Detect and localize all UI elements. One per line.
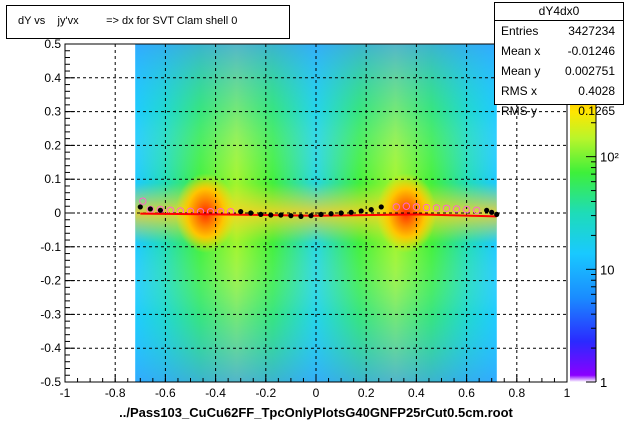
stats-value: 0.4028	[578, 84, 615, 98]
profile-markers	[137, 197, 500, 219]
black-profile-point	[298, 213, 304, 219]
pink-profile-point	[402, 202, 411, 210]
y-tick-label: 0.1	[44, 172, 61, 186]
black-profile-point	[348, 209, 354, 215]
z-tick-label: 10²	[600, 150, 619, 165]
pink-profile-point	[462, 205, 471, 214]
pink-profile-point	[442, 204, 451, 212]
stats-row: Mean y 0.002751	[495, 61, 623, 81]
x-tick-label: -1	[60, 386, 71, 400]
black-profile-point	[157, 207, 163, 213]
x-tick-label: 0.4	[408, 386, 425, 400]
black-profile-point	[147, 206, 153, 212]
stats-value: 3427234	[568, 24, 615, 38]
pink-profile-point	[139, 197, 147, 205]
z-tick-label: 1	[600, 375, 607, 390]
black-profile-point	[489, 209, 495, 215]
plot-title: dY vs jy'vx => dx for SVT Clam shell 0	[18, 15, 238, 27]
y-tick-label: 0.2	[44, 138, 61, 152]
x-tick-label: -0.6	[155, 386, 176, 400]
pink-profile-point	[432, 204, 441, 212]
x-tick-label: 0	[313, 386, 320, 400]
stats-key: RMS y	[501, 104, 537, 118]
title-box: dY vs jy'vx => dx for SVT Clam shell 0	[6, 5, 290, 39]
y-tick-label: 0.5	[44, 37, 61, 51]
black-profile-point	[258, 211, 264, 217]
black-profile-point	[378, 204, 384, 210]
black-profile-point	[318, 211, 324, 217]
y-axis: -0.5 -0.4 -0.3 -0.2 -0.1 0 0.1 0.2 0.3 0.4 0.5	[40, 37, 75, 389]
x-tick-label: 1	[564, 386, 571, 400]
black-profile-point	[484, 207, 490, 213]
y-tick-label: -0.1	[40, 240, 61, 254]
stats-row: Mean x -0.01246	[495, 41, 623, 61]
x-tick-label: 0.6	[458, 386, 475, 400]
stats-key: RMS x	[501, 84, 537, 98]
x-axis: -1 -0.8 -0.6 -0.4 -0.2 0 0.2 0.4 0.6 0.8 1	[60, 374, 571, 400]
y-tick-label: -0.3	[40, 307, 61, 321]
pink-profile-point	[422, 203, 431, 212]
y-tick-label: 0.4	[44, 71, 61, 85]
black-profile-point	[494, 211, 500, 217]
stats-key: Mean x	[501, 44, 541, 58]
x-tick-label: 0.2	[358, 386, 375, 400]
y-tick-label: -0.5	[40, 375, 61, 389]
pink-profile-point	[452, 205, 461, 213]
pink-profile-point	[412, 203, 421, 211]
y-tick-label: 0.3	[44, 105, 61, 119]
pink-profile-point	[472, 206, 481, 214]
x-tick-label: -0.8	[105, 386, 126, 400]
stats-row: Entries 3427234	[495, 21, 623, 41]
black-profile-point	[137, 204, 143, 210]
black-profile-point	[308, 213, 314, 219]
black-profile-point	[288, 213, 294, 219]
black-profile-point	[278, 212, 284, 218]
black-profile-point	[358, 208, 364, 214]
black-profile-point	[248, 210, 254, 216]
y-tick-label: -0.4	[40, 341, 61, 355]
black-profile-point	[338, 210, 344, 216]
heatmap-hotspot	[376, 173, 437, 253]
black-profile-point	[328, 211, 334, 217]
fit-line	[140, 212, 497, 218]
y-tick-label: -0.2	[40, 274, 61, 288]
stats-value: 0.002751	[564, 64, 615, 78]
stats-value: 0.1265	[578, 104, 615, 118]
stats-key: Mean y	[501, 64, 541, 78]
stats-box: dY4dx0 Entries 3427234 Mean x -0.01246 M…	[494, 2, 624, 118]
stats-key: Entries	[501, 24, 539, 38]
pink-profile-point	[392, 203, 401, 211]
z-tick-label: 10	[600, 262, 614, 277]
stats-row: RMS x 0.4028	[495, 81, 623, 101]
x-tick-label: -0.4	[205, 386, 226, 400]
black-profile-point	[238, 209, 244, 215]
x-tick-label: 0.8	[508, 386, 525, 400]
stats-value: -0.01246	[567, 44, 615, 58]
black-profile-point	[268, 212, 274, 218]
x-tick-label: -0.2	[255, 386, 276, 400]
y-tick-label: 0	[54, 206, 61, 220]
x-axis-title: ../Pass103_CuCu62FF_TpcOnlyPlotsG40GNFP2…	[119, 405, 513, 420]
stats-name: dY4dx0	[495, 3, 623, 21]
black-profile-point	[368, 207, 374, 213]
stats-row: RMS y 0.1265	[495, 101, 623, 121]
